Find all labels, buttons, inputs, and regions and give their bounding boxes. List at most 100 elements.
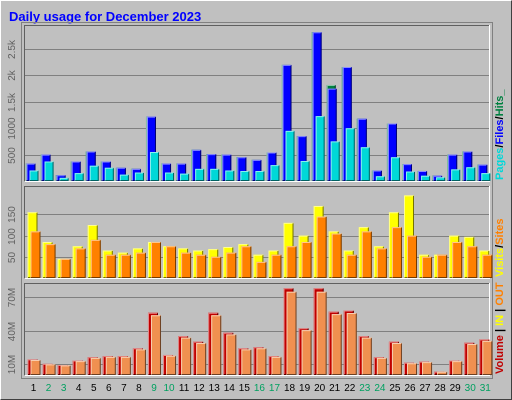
x-tick-label: 17	[269, 383, 281, 394]
visits-panel-sites-bar	[376, 248, 387, 278]
hits-panel-pages-bar-highlight	[390, 157, 400, 181]
volume-panel-volume-out-bar	[196, 342, 207, 375]
hits-panel-pages-bar-fill	[240, 170, 250, 181]
hits-panel-files-bar-highlight	[312, 32, 322, 181]
hits-panel-pages-bar-fill	[119, 174, 129, 181]
visits-panel-sites-bar-fill	[437, 254, 448, 278]
visits-panel-sites-bar-shadow	[407, 236, 417, 278]
hits-panel-pages-bar-highlight	[466, 167, 475, 181]
hits-panel-pages-bar	[240, 170, 250, 181]
visits-panel-sites-bar-highlight	[120, 254, 131, 278]
volume-panel-volume-out-bar-shadow	[136, 349, 146, 375]
volume-panel-volume-bar-highlight	[238, 348, 248, 375]
volume-panel-volume-out-bar-fill	[241, 349, 252, 375]
hits-panel-pages-bar-highlight	[195, 168, 204, 181]
volume-panel-frame-light-edge	[24, 283, 490, 376]
x-tick-label: 6	[106, 383, 112, 394]
visits-panel-sites-bar-shadow	[271, 255, 282, 278]
visits-panel-sites-bar-highlight	[361, 231, 372, 278]
visits-panel-sites-bar	[286, 246, 297, 278]
x-tick-label: 5	[91, 383, 97, 394]
visits-panel-sites-bar	[437, 254, 448, 278]
hits-panel-pages-bar-fill	[330, 141, 340, 181]
hits-panel-pages-bar-shadow	[120, 175, 129, 181]
hits-panel-pages-bar	[59, 177, 69, 181]
volume-panel-volume-out-bar-shadow	[46, 364, 56, 375]
hits-panel-files-bar-highlight	[418, 170, 427, 181]
volume-panel-volume-out-bar	[105, 356, 116, 375]
volume-panel-volume-out-bar	[391, 342, 402, 375]
visits-panel-sites-bar-shadow	[211, 257, 222, 278]
volume-panel-volume-out-bar	[316, 291, 327, 375]
hits-panel-pages-bar-fill	[300, 160, 310, 181]
hits-panel-pages-bar	[466, 167, 476, 181]
volume-panel-volume-out-bar-highlight	[316, 291, 327, 375]
volume-panel-volume-out-bar-shadow	[317, 292, 327, 375]
visits-panel-sites-bar-highlight	[211, 256, 221, 278]
hits-panel-pages-bar-fill	[44, 161, 54, 181]
volume-panel-volume-out-bar-fill	[452, 361, 463, 375]
visits-panel-visits-bar-highlight	[419, 254, 429, 278]
volume-panel-volume-out-bar-highlight	[30, 360, 40, 375]
hits-panel-pages-bar-highlight	[255, 170, 264, 181]
visits-panel-sites-bar-highlight	[316, 216, 327, 278]
hits-panel-files-bar-highlight	[297, 136, 307, 181]
hits-panel-files-bar-highlight	[207, 154, 216, 181]
hits-panel-pages-bar-shadow	[210, 169, 220, 181]
hits-panel-pages-bar-shadow	[376, 176, 385, 181]
hits-panel-pages-bar-fill	[165, 172, 175, 181]
hits-panel-legend-suffix: _	[494, 89, 506, 97]
hits-panel-pages-bar	[360, 147, 370, 181]
volume-panel-volume-out-bar	[407, 363, 417, 375]
hits-panel-pages-bar	[210, 168, 220, 181]
visits-panel-sites-bar-fill	[226, 252, 237, 278]
visits-panel-tick-label: 100	[7, 228, 18, 245]
hits-panel-files-bar-fill	[463, 151, 473, 181]
hits-panel-pages-bar-highlight	[210, 168, 219, 181]
volume-panel-volume-out-bar-fill	[45, 364, 56, 375]
hits-panel-pages-bar-shadow	[150, 152, 159, 181]
visits-panel-sites-bar-fill	[120, 254, 131, 278]
x-tick-label: 10	[163, 383, 175, 394]
visits-panel-legend-sites: Sites	[494, 218, 506, 244]
visits-panel-sites-bar-fill	[30, 231, 41, 278]
visits-panel-sites-bar	[45, 244, 56, 278]
volume-panel-volume-bar-highlight	[132, 348, 143, 375]
hits-panel-files-bar-fill	[207, 154, 217, 181]
x-tick-label: 27	[419, 383, 431, 394]
volume-panel-volume-out-bar-shadow	[76, 361, 86, 375]
hits-panel-files-bar-highlight	[86, 151, 96, 181]
volume-panel-volume-out-bar	[75, 361, 86, 375]
visits-panel-visits-bar-highlight	[358, 227, 369, 278]
visits-panel-sites-bar-highlight	[482, 254, 492, 278]
volume-panel-volume-bar-highlight	[163, 354, 173, 375]
visits-panel-sites-bar-highlight	[301, 241, 312, 278]
volume-panel-volume-out-bar-highlight	[181, 337, 191, 375]
hits-panel-pages-bar-fill	[195, 168, 205, 181]
volume-panel-volume-out-bar-highlight	[226, 334, 236, 375]
visits-panel-visits-bar-highlight	[464, 236, 474, 278]
hits-panel-files-bar-highlight	[237, 157, 246, 181]
hits-panel-tick-label: 1.5k	[7, 92, 18, 112]
x-tick-label: 14	[224, 383, 236, 394]
hits-panel-files-bar-highlight	[192, 149, 201, 181]
visits-panel-sites-bar	[422, 256, 433, 278]
visits-panel-visits-bar-highlight	[373, 246, 384, 278]
hits-panel-pages-bar	[481, 173, 491, 181]
visits-panel-sites-bar	[181, 252, 192, 278]
visits-panel-sites-bar-fill	[391, 227, 402, 278]
hits-panel-pages-bar-highlight	[345, 128, 355, 181]
hits-panel-files-bar-fill	[312, 32, 322, 181]
volume-panel-volume-out-bar-shadow	[347, 313, 357, 375]
volume-panel-volume-bar-highlight	[449, 360, 459, 375]
hits-panel-files-bar-highlight	[342, 67, 352, 181]
visits-panel-sites-bar	[211, 256, 222, 278]
volume-panel-legend-in: IN	[494, 315, 506, 326]
volume-panel-volume-out-bar-highlight	[482, 340, 492, 375]
hits-panel-pages-bar-shadow	[240, 171, 250, 181]
hits-panel-tick-label: 1000	[7, 117, 18, 140]
visits-panel-sites-bar	[150, 241, 161, 278]
hits-panel-pages-bar-fill	[451, 169, 461, 181]
visits-panel-sites-bar-shadow	[392, 227, 402, 278]
visits-panel-sites-bar-shadow	[422, 257, 433, 278]
